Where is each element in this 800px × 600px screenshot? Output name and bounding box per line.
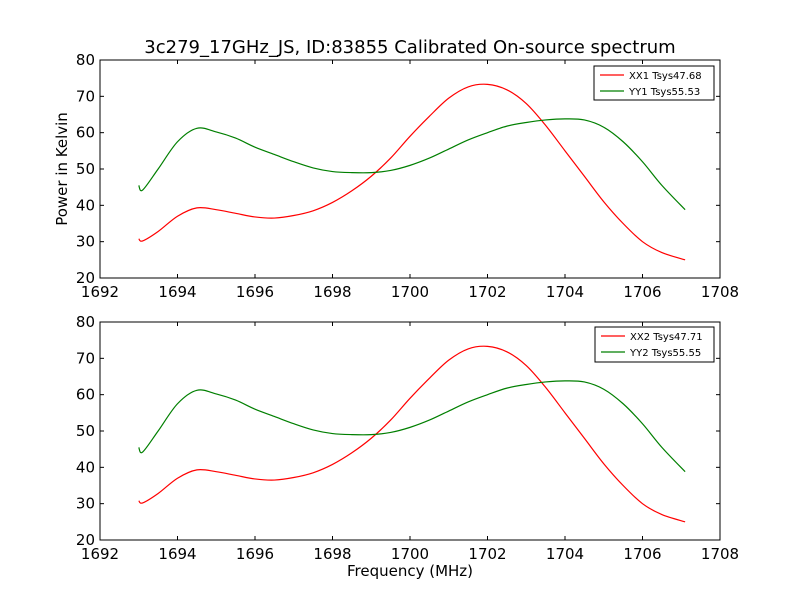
x-tick-label: 1702 [468,545,506,563]
legend-label: YY2 Tsys55.55 [629,348,701,359]
figure-title: 3c279_17GHz_JS, ID:83855 Calibrated On-s… [144,37,675,58]
y-tick-label: 50 [76,422,95,440]
subplot-2: 1692 1694 1696 1698 1700 1702 1704 1706 1708 20 30… [76,313,739,580]
legend: XX1 Tsys47.68 YY1 Tsys55.53 [593,65,715,101]
x-tick-label: 1694 [158,545,196,563]
x-tick-label: 1704 [546,545,584,563]
legend-box [594,326,715,363]
x-tick-label: 1692 [81,283,119,301]
legend: XX2 Tsys47.71 YY2 Tsys55.55 [594,326,715,363]
x-tick-label: 1698 [313,283,351,301]
x-tick-label: 1694 [158,283,196,301]
legend-box [593,65,715,101]
plots-group: 1692 1694 1696 1698 1700 1702 1704 1706 1708 20 30… [53,51,739,580]
x-tick-label: 1696 [236,545,274,563]
legend-label: XX2 Tsys47.71 [630,332,703,343]
y-tick-label: 30 [76,495,95,513]
x-tick-label: 1692 [81,545,119,563]
y-tick-label: 80 [76,51,95,69]
y-tick-label: 70 [76,87,95,105]
x-tick-label: 1706 [623,545,661,563]
x-tick-label: 1708 [701,545,739,563]
y-tick-label: 20 [76,531,95,549]
x-tick-label: 1700 [391,545,429,563]
y-tick-label: 20 [76,269,95,287]
x-tick-label: 1698 [313,545,351,563]
y-tick-label: 80 [76,313,95,331]
series-line-xx2-tsys47-71 [138,345,686,523]
x-axis-label: Frequency (MHz) [347,562,473,580]
y-tick-label: 60 [76,386,95,404]
x-tick-label: 1696 [236,283,274,301]
y-tick-label: 60 [76,124,95,142]
series-line-yy1-tsys55-53 [138,118,686,211]
series-line-xx1-tsys47-68 [138,83,686,261]
x-tick-label: 1700 [391,283,429,301]
y-axis-label: Power in Kelvin [53,112,71,226]
x-tick-label: 1706 [623,283,661,301]
legend-label: YY1 Tsys55.53 [628,87,700,98]
y-tick-label: 30 [76,233,95,251]
y-tick-label: 40 [76,196,95,214]
subplot-1: 1692 1694 1696 1698 1700 1702 1704 1706 1708 20 30… [53,51,739,301]
y-tick-label: 40 [76,458,95,476]
x-tick-label: 1708 [701,283,739,301]
x-tick-label: 1702 [468,283,506,301]
x-tick-label: 1704 [546,283,584,301]
series-line-yy2-tsys55-55 [138,380,686,473]
y-tick-label: 70 [76,349,95,367]
y-tick-label: 50 [76,160,95,178]
legend-label: XX1 Tsys47.68 [629,71,702,82]
